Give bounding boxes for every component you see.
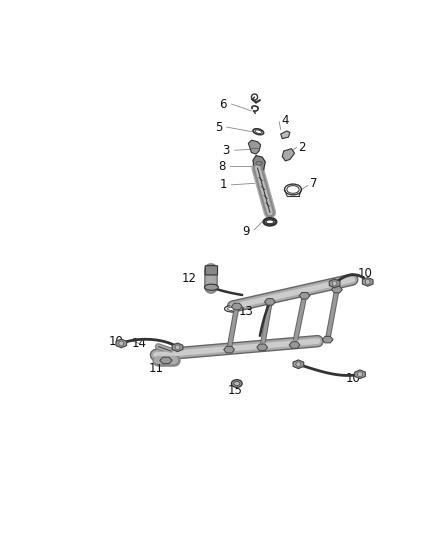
Text: 3: 3: [223, 144, 230, 157]
Text: 9: 9: [242, 225, 250, 238]
Polygon shape: [281, 131, 290, 139]
Text: 5: 5: [215, 120, 222, 134]
Circle shape: [175, 345, 180, 350]
Polygon shape: [231, 303, 242, 310]
Polygon shape: [116, 339, 127, 348]
Ellipse shape: [224, 306, 238, 312]
Polygon shape: [253, 156, 265, 173]
Polygon shape: [172, 343, 183, 352]
Polygon shape: [160, 357, 172, 364]
FancyBboxPatch shape: [205, 265, 218, 275]
Polygon shape: [257, 344, 268, 351]
Polygon shape: [332, 286, 342, 293]
Polygon shape: [322, 336, 333, 343]
Polygon shape: [265, 298, 276, 305]
Polygon shape: [224, 346, 234, 353]
Circle shape: [365, 279, 370, 284]
Circle shape: [332, 281, 337, 286]
Text: 12: 12: [182, 271, 197, 285]
Polygon shape: [362, 278, 373, 286]
Text: 6: 6: [219, 98, 227, 110]
Text: 8: 8: [218, 160, 225, 173]
Text: 15: 15: [228, 384, 243, 397]
Circle shape: [296, 362, 301, 367]
Polygon shape: [355, 370, 365, 378]
Polygon shape: [248, 140, 261, 154]
Text: 7: 7: [310, 177, 318, 190]
Text: 13: 13: [239, 305, 254, 318]
Circle shape: [119, 341, 124, 346]
Text: 4: 4: [282, 114, 289, 127]
Text: 10: 10: [109, 335, 124, 348]
Text: 10: 10: [346, 373, 361, 385]
Polygon shape: [289, 342, 300, 348]
Polygon shape: [329, 279, 340, 288]
Text: 14: 14: [132, 337, 147, 350]
Text: 2: 2: [298, 141, 306, 154]
Ellipse shape: [228, 308, 235, 310]
Ellipse shape: [205, 284, 218, 290]
Ellipse shape: [234, 382, 240, 385]
Polygon shape: [299, 293, 310, 299]
Text: 11: 11: [148, 361, 164, 375]
Polygon shape: [282, 149, 294, 161]
Text: 10: 10: [358, 267, 373, 280]
Polygon shape: [293, 360, 304, 369]
Ellipse shape: [231, 379, 242, 387]
Circle shape: [357, 372, 363, 377]
Text: 1: 1: [219, 179, 227, 191]
